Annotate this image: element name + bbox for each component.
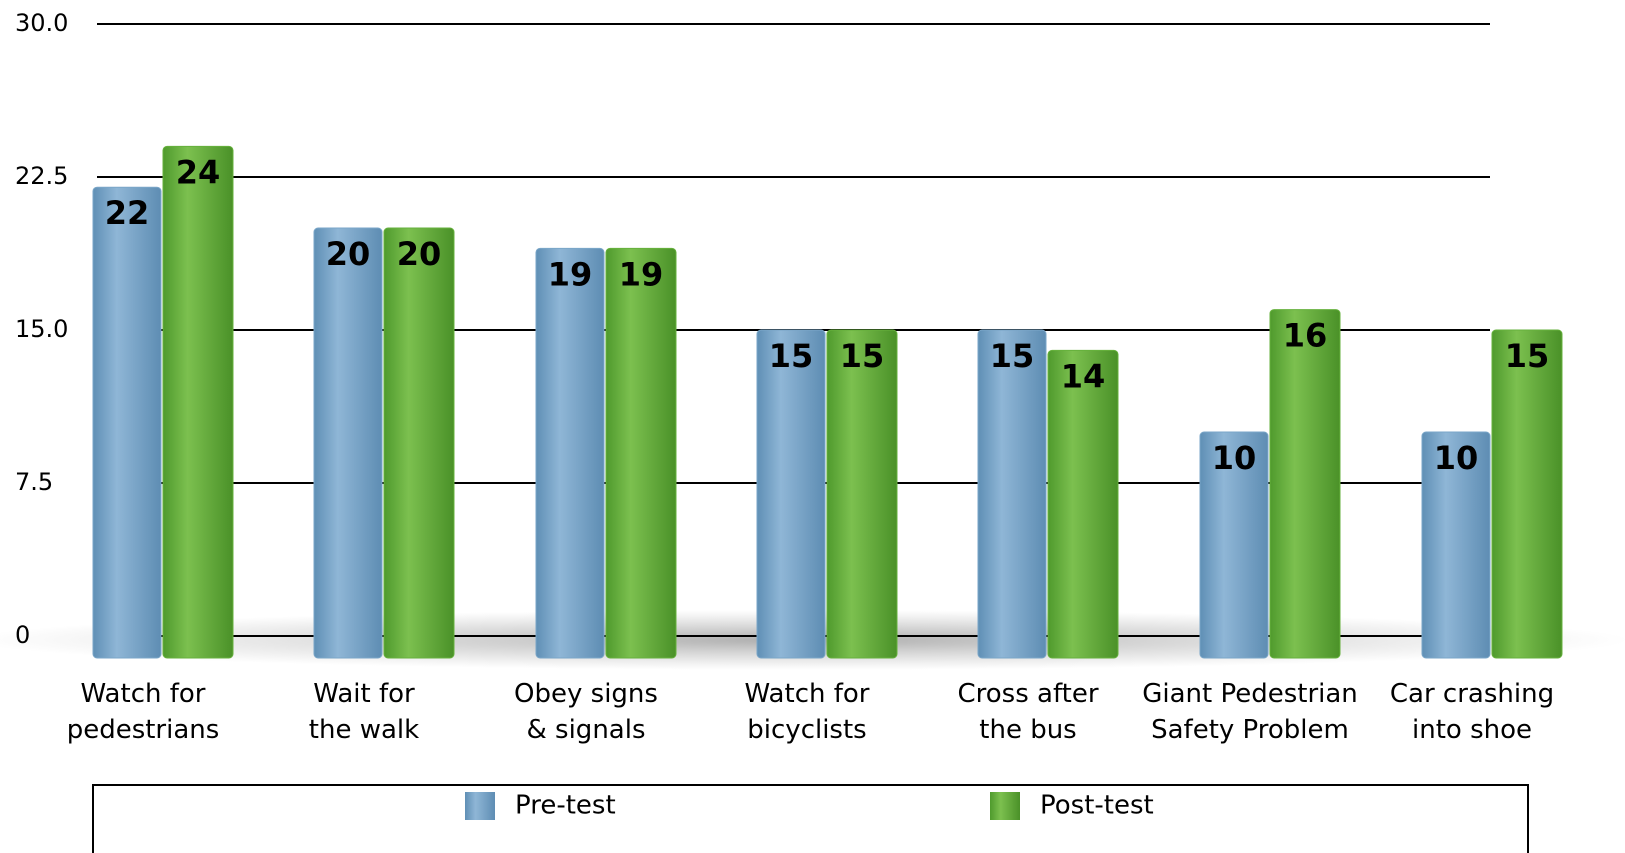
value-label: 20	[326, 235, 371, 273]
legend-box	[92, 784, 1529, 853]
y-tick-label: 7.5	[15, 468, 53, 496]
x-tick-label: Watch for bicyclists	[744, 679, 870, 745]
legend-swatch	[465, 792, 495, 820]
value-label: 10	[1434, 439, 1479, 477]
value-label: 14	[1061, 357, 1106, 395]
bar	[535, 247, 605, 659]
value-label: 15	[1505, 337, 1550, 375]
value-label: 10	[1212, 439, 1257, 477]
value-label: 22	[105, 194, 150, 232]
value-label: 16	[1283, 317, 1328, 355]
bar	[162, 145, 234, 659]
value-label: 24	[176, 153, 221, 191]
value-label: 15	[990, 337, 1035, 375]
x-tick-label: Obey signs & signals	[514, 679, 658, 745]
bar	[756, 329, 826, 659]
bar	[1491, 329, 1563, 659]
legend-swatch	[990, 792, 1020, 820]
bar	[313, 227, 383, 659]
bar	[977, 329, 1047, 659]
x-tick-label: Car crashing into shoe	[1389, 679, 1555, 745]
bar	[383, 227, 455, 659]
y-tick-label: 0	[15, 621, 30, 649]
value-label: 19	[619, 255, 664, 293]
bar	[1199, 431, 1269, 659]
value-label: 15	[769, 337, 814, 375]
y-tick-label: 22.5	[15, 162, 68, 190]
bar	[605, 247, 677, 659]
y-tick-label: 30.0	[15, 9, 68, 37]
x-tick-label: Cross after the bus	[957, 679, 1099, 745]
value-label: 20	[397, 235, 442, 273]
bar	[1421, 431, 1491, 659]
bar	[1047, 349, 1119, 659]
value-label: 19	[548, 255, 593, 293]
x-tick-label: Watch for pedestrians	[66, 679, 220, 745]
bar	[1269, 309, 1341, 659]
legend-label: Pre-test	[515, 791, 616, 821]
bar	[92, 186, 162, 659]
legend-label: Post-test	[1040, 791, 1154, 821]
bar	[826, 329, 898, 659]
x-tick-label: Giant Pedestrian Safety Problem	[1142, 679, 1358, 745]
y-tick-label: 15.0	[15, 315, 68, 343]
value-label: 15	[840, 337, 885, 375]
x-tick-label: Wait for the walk	[308, 679, 420, 745]
